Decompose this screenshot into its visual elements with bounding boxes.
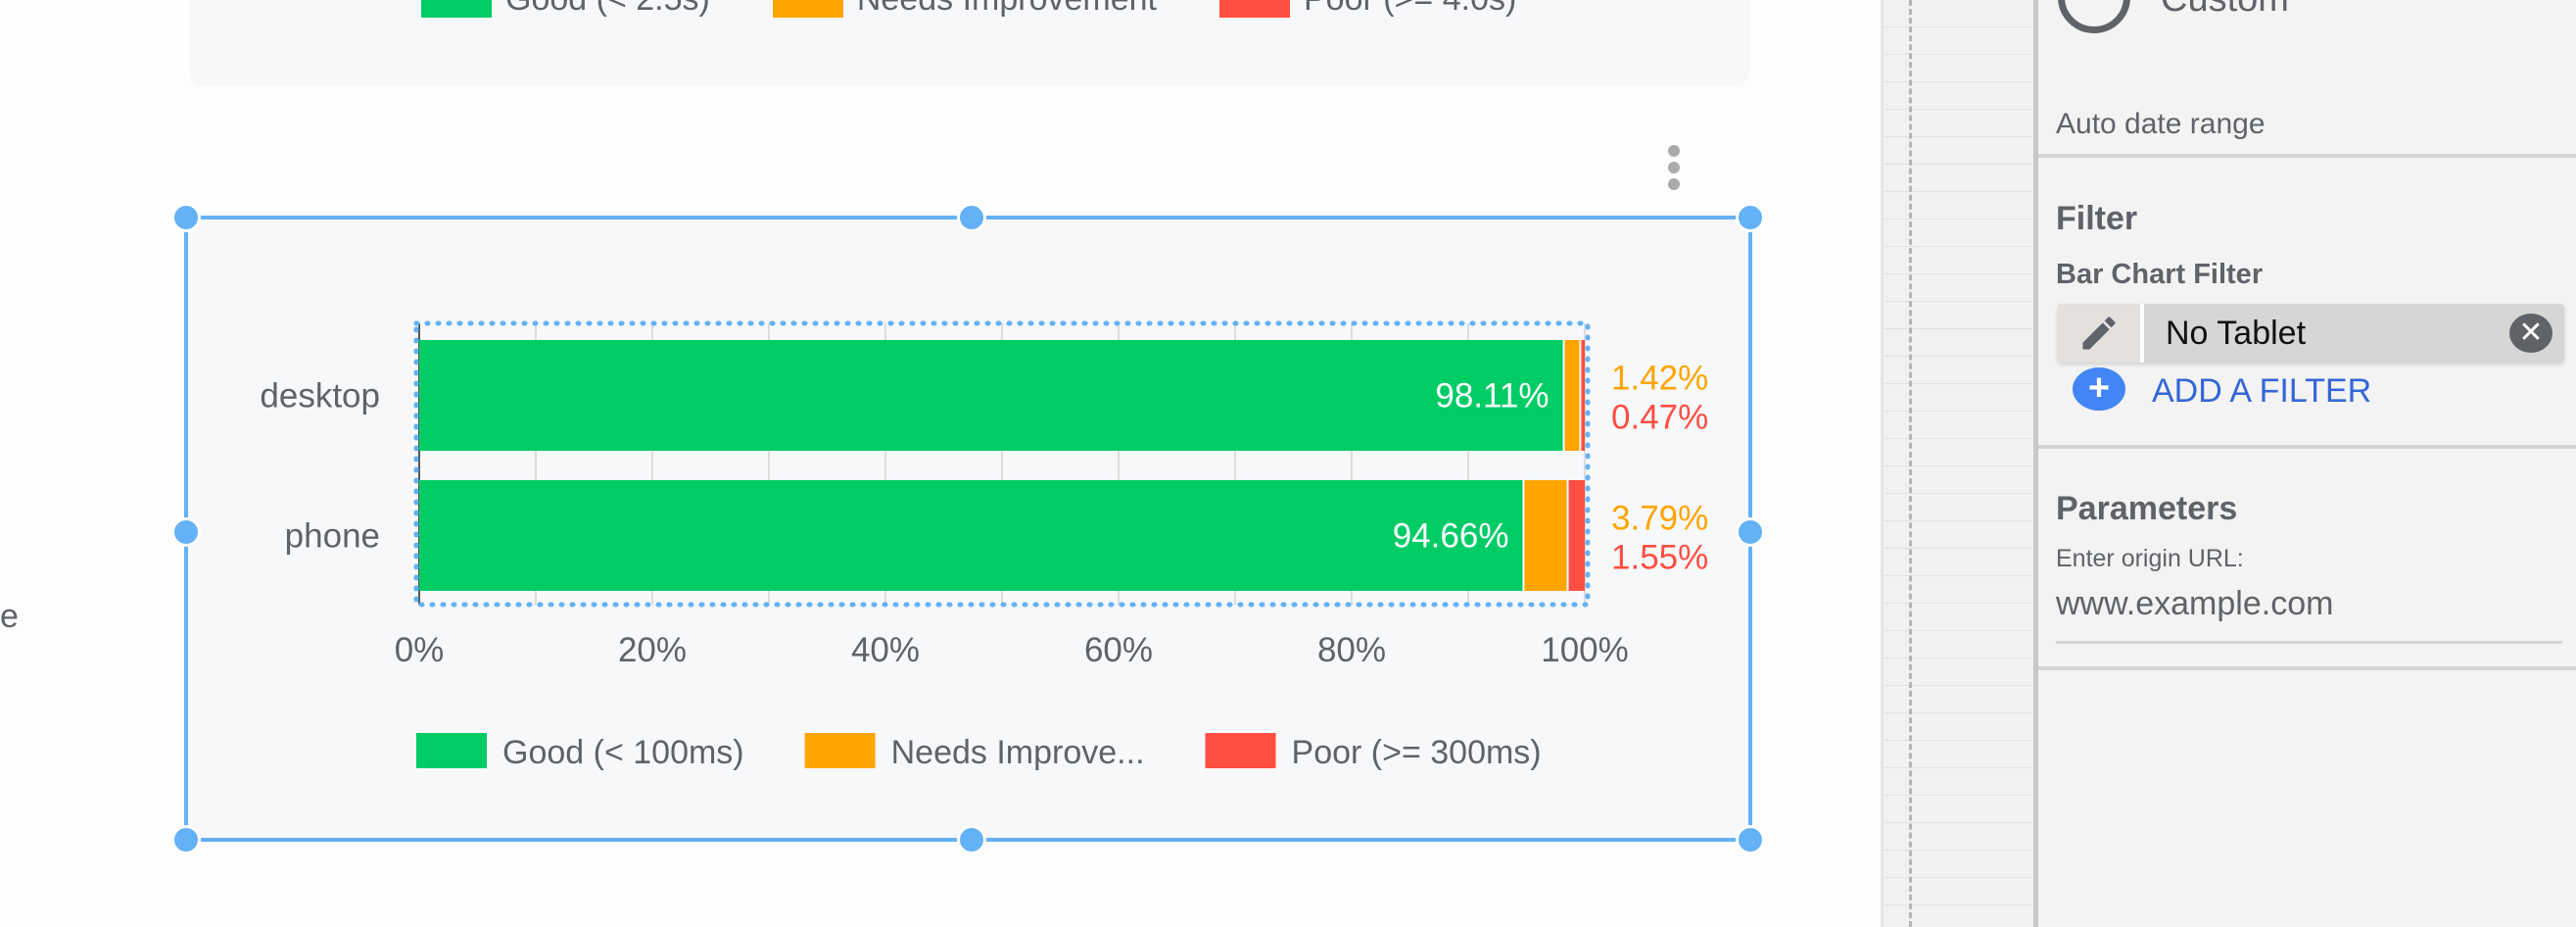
bar-chart-filter-label: Bar Chart Filter (2056, 259, 2264, 290)
bar-segment (1524, 480, 1567, 591)
x-tick-label: 100% (1541, 631, 1629, 669)
radio-custom-label[interactable]: Custom (2161, 0, 2289, 21)
x-tick-label: 60% (1084, 631, 1153, 669)
bar-segment (1581, 340, 1585, 451)
previous-chart-card: Good (< 2.5s) Needs Improvement Poor (>=… (189, 0, 1749, 85)
resize-handle[interactable] (171, 203, 201, 232)
legend-label: Good (< 2.5s) (505, 0, 710, 19)
filter-chip[interactable]: No Tablet ✕ (2058, 304, 2564, 363)
x-tick-label: 40% (851, 631, 920, 669)
origin-url-input[interactable]: www.example.com (2056, 585, 2562, 644)
filter-heading: Filter (2056, 200, 2138, 237)
category-label: phone (285, 517, 380, 556)
legend-swatch-good (421, 0, 492, 18)
resize-handle[interactable] (957, 825, 986, 854)
resize-handle[interactable] (1736, 203, 1765, 232)
legend-label: Good (< 100ms) (502, 734, 744, 771)
resize-handle[interactable] (1736, 825, 1765, 854)
add-filter-button[interactable]: ADD A FILTER (2152, 372, 2372, 410)
bar-segment (1564, 340, 1580, 451)
data-label: 1.42% (1611, 360, 1708, 398)
more-options-icon[interactable] (1668, 145, 1680, 190)
radio-custom-icon[interactable] (2058, 0, 2130, 33)
legend-label: Needs Improvement (857, 0, 1157, 19)
legend-swatch (416, 733, 487, 768)
divider (2038, 445, 2576, 449)
auto-date-range[interactable]: Auto date range (2056, 108, 2266, 140)
legend-label: Needs Improve... (891, 734, 1145, 771)
resize-handle[interactable] (171, 825, 201, 854)
remove-filter-icon[interactable]: ✕ (2509, 314, 2552, 353)
legend-swatch-needs (772, 0, 843, 18)
pencil-icon (2082, 317, 2116, 350)
bar-segment (419, 340, 1563, 451)
divider (2038, 666, 2576, 670)
plot-selection (413, 320, 1591, 608)
parameters-heading: Parameters (2056, 490, 2238, 527)
properties-panel: Custom Auto date range Filter Bar Chart … (2033, 0, 2576, 927)
resize-handle[interactable] (171, 517, 201, 547)
bar-chart: desktop 98.11% 1.42%0.47%phone 94.66% 3.79%1… (260, 320, 1708, 771)
legend-label: Poor (>= 4.0s) (1304, 0, 1516, 19)
x-tick-label: 80% (1317, 631, 1386, 669)
data-label: 3.79% (1611, 500, 1708, 538)
category-label: desktop (260, 377, 380, 415)
canvas-gutter (1881, 0, 2036, 927)
x-tick-label: 0% (395, 631, 445, 669)
legend-swatch-poor (1218, 0, 1290, 18)
filter-chip-label: No Tablet (2166, 314, 2307, 352)
add-filter-icon[interactable]: + (2073, 367, 2125, 411)
legend-label: Poor (>= 300ms) (1292, 734, 1542, 771)
data-label: 94.66% (1393, 517, 1509, 556)
data-label: 1.55% (1611, 539, 1708, 577)
origin-url-label: Enter origin URL: (2056, 545, 2244, 572)
cut-off-text: e (0, 598, 19, 635)
legend-swatch (1205, 733, 1276, 768)
legend-swatch (804, 733, 876, 768)
data-label: 0.47% (1611, 399, 1708, 437)
resize-handle[interactable] (1736, 517, 1765, 547)
divider (2038, 154, 2576, 158)
data-label: 98.11% (1435, 377, 1549, 415)
x-tick-label: 20% (618, 631, 687, 669)
bar-segment (1568, 480, 1585, 591)
edit-filter-button[interactable] (2058, 304, 2144, 363)
resize-handle[interactable] (957, 203, 986, 232)
bar-segment (419, 480, 1523, 591)
top-legend: Good (< 2.5s) Needs Improvement Poor (>=… (421, 0, 1516, 19)
